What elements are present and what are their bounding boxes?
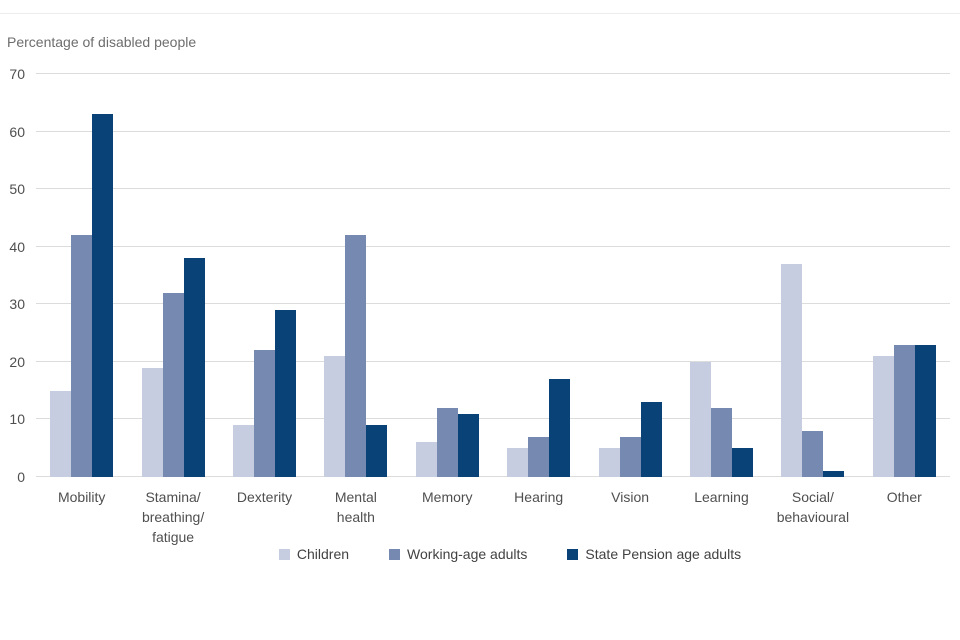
bar-children-7 (689, 362, 711, 477)
legend-item-working-age-adults: Working-age adults (389, 546, 527, 562)
bar-group-stamina-breathing-fatigue (127, 74, 218, 477)
category-label-line: Dexterity (236, 489, 293, 505)
gridline-0 (36, 476, 950, 477)
bar-state-pension-age-adults-4 (457, 414, 479, 477)
bar-working-age-adults-2 (253, 350, 275, 477)
y-tick-label-60: 60 (9, 123, 25, 140)
category-label-line: Other (886, 489, 922, 505)
gridline-10 (36, 418, 950, 420)
y-tick-label-0: 0 (17, 469, 25, 485)
bar-children-2 (232, 425, 254, 477)
bar-state-pension-age-adults-1 (183, 258, 205, 477)
legend-swatch-icon (278, 548, 290, 560)
bar-working-age-adults-0 (71, 235, 93, 477)
category-label-2: Dexterity (219, 487, 310, 507)
plot-area (36, 73, 950, 477)
legend-label: Working-age adults (407, 546, 528, 562)
legend-swatch-icon (389, 548, 401, 560)
bar-state-pension-age-adults-6 (640, 402, 662, 477)
gridline-20 (36, 360, 950, 362)
category-label-0: Mobility (36, 487, 127, 507)
legend-item-children: Children (278, 546, 350, 562)
bar-group-learning (676, 74, 767, 477)
bar-state-pension-age-adults-2 (274, 310, 296, 477)
bar-group-vision (584, 74, 675, 477)
bar-children-8 (781, 264, 803, 477)
legend: Children Working-age adults State Pension … (0, 546, 960, 562)
bar-working-age-adults-8 (802, 431, 824, 477)
y-tick-label-50: 50 (9, 181, 25, 198)
gridline-30 (36, 303, 950, 305)
bar-state-pension-age-adults-8 (823, 471, 845, 477)
gridline-60 (36, 130, 950, 132)
category-label-line: fatigue (152, 529, 195, 545)
category-label-line: Mental (334, 489, 377, 505)
category-label-line: Vision (611, 489, 650, 505)
x-axis-labels: Mobility Stamina/breathing/fatigue Dexteri… (36, 487, 950, 553)
y-tick-label-40: 40 (9, 238, 25, 255)
y-tick-label-10: 10 (9, 411, 25, 428)
bar-working-age-adults-6 (619, 437, 641, 477)
bar-children-6 (598, 448, 620, 477)
bar-group-social-behavioural (767, 74, 858, 477)
category-label-6: Vision (584, 487, 675, 507)
bar-state-pension-age-adults-7 (731, 448, 753, 477)
bar-state-pension-age-adults-9 (914, 345, 936, 477)
bar-working-age-adults-7 (710, 408, 732, 477)
category-label-line: health (336, 509, 375, 525)
category-label-line: Hearing (514, 489, 564, 505)
y-tick-label-30: 30 (9, 296, 25, 313)
bar-working-age-adults-5 (528, 437, 550, 477)
gridline-70 (36, 73, 950, 74)
bar-group-mentalhealth (310, 74, 401, 477)
category-label-line: behavioural (776, 509, 850, 525)
category-label-line: Learning (694, 489, 749, 505)
bar-group-mobility (36, 74, 127, 477)
bar-working-age-adults-9 (893, 345, 915, 477)
bar-working-age-adults-1 (162, 293, 184, 477)
gridline-40 (36, 245, 950, 247)
gridline-50 (36, 188, 950, 190)
bar-group-dexterity (219, 74, 310, 477)
category-label-1: Stamina/breathing/fatigue (127, 487, 218, 547)
y-axis: 0 10 20 30 40 50 60 70 (0, 66, 25, 485)
legend-item-state-pension-age-adults: State Pension age adults (567, 546, 741, 562)
bar-children-0 (50, 391, 72, 477)
bar-state-pension-age-adults-3 (366, 425, 388, 477)
legend-label: Children (296, 546, 350, 562)
bar-children-9 (872, 356, 894, 477)
category-label-7: Learning (676, 487, 767, 507)
bar-children-4 (415, 442, 437, 477)
bar-children-1 (141, 368, 163, 477)
legend-swatch-icon (567, 548, 579, 560)
category-label-8: Social/behavioural (767, 487, 858, 527)
category-label-4: Memory (402, 487, 493, 507)
y-tick-label-70: 70 (9, 66, 25, 82)
bar-children-5 (507, 448, 529, 477)
y-tick-label-20: 20 (9, 353, 25, 370)
bar-group-other (859, 74, 950, 477)
category-label-9: Other (859, 487, 950, 507)
legend-label: State Pension age adults (585, 546, 742, 562)
category-label-line: Stamina/ (145, 489, 201, 505)
bar-working-age-adults-3 (345, 235, 367, 477)
top-divider-line (0, 13, 960, 14)
bar-group-hearing (493, 74, 584, 477)
bar-group-memory (402, 74, 493, 477)
chart-title: Percentage of disabled people (7, 34, 197, 50)
bar-working-age-adults-4 (436, 408, 458, 477)
bar-state-pension-age-adults-5 (549, 379, 571, 477)
bar-state-pension-age-adults-0 (92, 114, 114, 477)
category-label-5: Hearing (493, 487, 584, 507)
category-label-line: breathing/ (141, 509, 205, 525)
bar-children-3 (324, 356, 346, 477)
category-label-line: Mobility (57, 489, 106, 505)
category-label-line: Memory (422, 489, 473, 505)
category-label-3: Mental health (310, 487, 401, 527)
category-label-line: Social/ (791, 489, 834, 505)
